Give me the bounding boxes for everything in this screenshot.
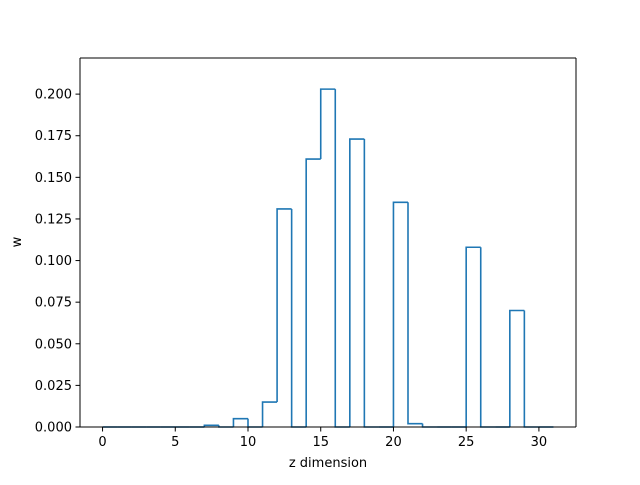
x-tick-label: 5 xyxy=(171,435,179,450)
y-tick-label: 0.150 xyxy=(35,171,72,186)
y-tick-label: 0.025 xyxy=(35,379,72,394)
histogram-bin xyxy=(276,208,292,403)
x-tick-label: 25 xyxy=(458,435,475,450)
y-tick-label: 0.200 xyxy=(35,88,72,103)
histogram-bin xyxy=(349,138,365,427)
x-tick-label: 10 xyxy=(240,435,257,450)
y-tick-label: 0.125 xyxy=(35,212,72,227)
x-tick-label: 30 xyxy=(531,435,548,450)
x-tick-label: 0 xyxy=(98,435,106,450)
histogram-bin xyxy=(261,401,278,427)
histogram-bin xyxy=(203,424,219,427)
histogram-bin xyxy=(232,417,248,427)
y-axis-label: w xyxy=(10,236,25,247)
plot-background xyxy=(80,58,576,427)
axes: 0 5 10 15 20 25 30 0.000 0.025 0.050 0.075 0.100 0.1… xyxy=(35,57,577,450)
histogram-bin xyxy=(305,158,321,427)
x-axis-label: z dimension xyxy=(289,456,367,471)
x-tick-label: 20 xyxy=(385,435,402,450)
histogram-bin xyxy=(392,201,408,427)
x-tick-label: 15 xyxy=(312,435,329,450)
plot-area xyxy=(80,58,576,427)
y-tick-label: 0.100 xyxy=(35,254,72,269)
y-tick-label: 0.000 xyxy=(35,421,72,436)
histogram-bin xyxy=(319,88,336,160)
y-tick-label: 0.075 xyxy=(35,296,72,311)
histogram-bin xyxy=(509,309,525,427)
histogram-bin xyxy=(465,246,481,427)
histogram-bin xyxy=(407,202,423,425)
y-tick-label: 0.050 xyxy=(35,337,72,352)
y-tick-label: 0.175 xyxy=(35,129,72,144)
